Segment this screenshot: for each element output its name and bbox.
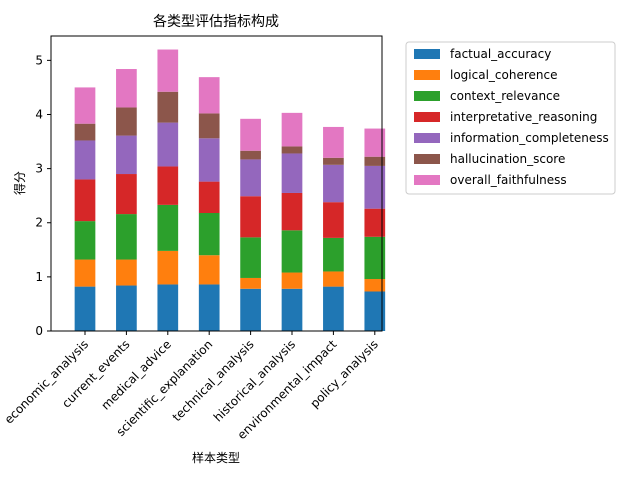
legend-swatch-information_completeness bbox=[414, 133, 440, 143]
bar-information_completeness-current_events bbox=[116, 135, 137, 175]
bar-overall_faithfulness-economic_analysis bbox=[74, 87, 96, 124]
y-tick-label: 5 bbox=[35, 53, 43, 67]
bar-interpretative_reasoning-technical_analysis bbox=[240, 196, 261, 238]
bars-layer bbox=[74, 49, 386, 331]
bar-factual_accuracy-technical_analysis bbox=[240, 288, 261, 331]
bar-overall_faithfulness-environmental_impact bbox=[323, 126, 344, 158]
bar-logical_coherence-technical_analysis bbox=[240, 277, 261, 289]
bar-hallucination_score-technical_analysis bbox=[240, 150, 261, 160]
legend-label-logical_coherence: logical_coherence bbox=[450, 68, 557, 82]
bar-interpretative_reasoning-scientific_explanation bbox=[198, 181, 220, 213]
legend-label-context_relevance: context_relevance bbox=[450, 89, 560, 103]
bar-context_relevance-medical_advice bbox=[157, 204, 179, 251]
bar-factual_accuracy-historical_analysis bbox=[281, 288, 303, 331]
y-tick-label: 0 bbox=[35, 324, 43, 338]
bar-information_completeness-historical_analysis bbox=[281, 153, 303, 193]
legend: factual_accuracy logical_coherencecontext… bbox=[405, 41, 616, 195]
bar-information_completeness-technical_analysis bbox=[240, 159, 261, 197]
bar-context_relevance-historical_analysis bbox=[281, 230, 303, 273]
bar-interpretative_reasoning-economic_analysis bbox=[74, 179, 96, 222]
bar-logical_coherence-current_events bbox=[116, 259, 137, 286]
bar-factual_accuracy-economic_analysis bbox=[74, 286, 96, 331]
bar-logical_coherence-economic_analysis bbox=[74, 259, 96, 287]
bar-information_completeness-environmental_impact bbox=[323, 164, 344, 203]
bar-overall_faithfulness-scientific_explanation bbox=[198, 77, 220, 114]
y-tick-label: 4 bbox=[35, 107, 43, 121]
bar-context_relevance-technical_analysis bbox=[240, 237, 261, 278]
y-tick-label: 3 bbox=[35, 162, 43, 176]
legend-swatch-hallucination_score bbox=[414, 154, 440, 164]
bar-information_completeness-scientific_explanation bbox=[198, 138, 220, 182]
x-tick-label-medical_advice: medical_advice bbox=[98, 337, 173, 412]
bar-hallucination_score-scientific_explanation bbox=[198, 113, 220, 139]
bar-context_relevance-economic_analysis bbox=[74, 221, 96, 260]
bar-context_relevance-policy_analysis bbox=[364, 236, 386, 280]
legend-frame bbox=[405, 41, 616, 195]
plot-frame bbox=[50, 35, 383, 332]
y-tick-label: 1 bbox=[35, 270, 43, 284]
legend-swatch-context_relevance bbox=[414, 91, 440, 101]
bar-overall_faithfulness-medical_advice bbox=[157, 49, 179, 92]
legend-swatch-factual_accuracy bbox=[414, 49, 440, 59]
bar-interpretative_reasoning-environmental_impact bbox=[323, 202, 344, 238]
bar-overall_faithfulness-policy_analysis bbox=[364, 128, 386, 157]
bar-hallucination_score-economic_analysis bbox=[74, 123, 96, 141]
bar-logical_coherence-policy_analysis bbox=[364, 279, 386, 292]
legend-label-information_completeness: information_completeness bbox=[450, 131, 609, 145]
bar-interpretative_reasoning-historical_analysis bbox=[281, 192, 303, 231]
bar-information_completeness-policy_analysis bbox=[364, 165, 386, 209]
legend-label-factual_accuracy: factual_accuracy bbox=[450, 47, 551, 61]
bar-logical_coherence-medical_advice bbox=[157, 250, 179, 285]
bar-interpretative_reasoning-current_events bbox=[116, 174, 137, 215]
bar-context_relevance-scientific_explanation bbox=[198, 213, 220, 256]
bar-overall_faithfulness-current_events bbox=[116, 69, 137, 108]
bar-interpretative_reasoning-medical_advice bbox=[157, 166, 179, 205]
bar-context_relevance-environmental_impact bbox=[323, 237, 344, 272]
chart-title: 各类型评估指标构成 bbox=[153, 14, 279, 30]
y-axis: 0 1 2 3 4 5 bbox=[35, 53, 51, 338]
bar-context_relevance-current_events bbox=[116, 214, 137, 260]
x-axis-label: 样本类型 bbox=[192, 450, 240, 465]
bar-hallucination_score-medical_advice bbox=[157, 91, 179, 123]
bar-hallucination_score-historical_analysis bbox=[281, 146, 303, 154]
bar-hallucination_score-policy_analysis bbox=[364, 156, 386, 166]
bar-factual_accuracy-environmental_impact bbox=[323, 286, 344, 331]
legend-label-hallucination_score: hallucination_score bbox=[450, 152, 565, 166]
x-axis: economic_analysiscurrent_eventsmedical_a… bbox=[2, 331, 381, 442]
bar-information_completeness-economic_analysis bbox=[74, 140, 96, 180]
bar-overall_faithfulness-technical_analysis bbox=[240, 118, 261, 151]
bar-factual_accuracy-current_events bbox=[116, 285, 137, 331]
bar-information_completeness-medical_advice bbox=[157, 122, 179, 167]
legend-swatch-overall_faithfulness bbox=[414, 175, 440, 185]
bar-overall_faithfulness-historical_analysis bbox=[281, 112, 303, 147]
bar-logical_coherence-scientific_explanation bbox=[198, 255, 220, 285]
y-tick-label: 2 bbox=[35, 216, 43, 230]
bar-logical_coherence-historical_analysis bbox=[281, 272, 303, 289]
bar-factual_accuracy-medical_advice bbox=[157, 284, 179, 331]
bar-interpretative_reasoning-policy_analysis bbox=[364, 208, 386, 237]
legend-label-overall_faithfulness: overall_faithfulness bbox=[450, 173, 567, 187]
bar-hallucination_score-current_events bbox=[116, 107, 137, 136]
y-axis-label: 得分 bbox=[12, 171, 27, 195]
bar-factual_accuracy-policy_analysis bbox=[364, 291, 386, 331]
legend-swatch-interpretative_reasoning bbox=[414, 112, 440, 122]
bar-logical_coherence-environmental_impact bbox=[323, 271, 344, 287]
legend-label-interpretative_reasoning: interpretative_reasoning bbox=[450, 110, 597, 124]
bar-factual_accuracy-scientific_explanation bbox=[198, 284, 220, 331]
bar-hallucination_score-environmental_impact bbox=[323, 157, 344, 165]
legend-swatch-logical_coherence bbox=[414, 70, 440, 80]
